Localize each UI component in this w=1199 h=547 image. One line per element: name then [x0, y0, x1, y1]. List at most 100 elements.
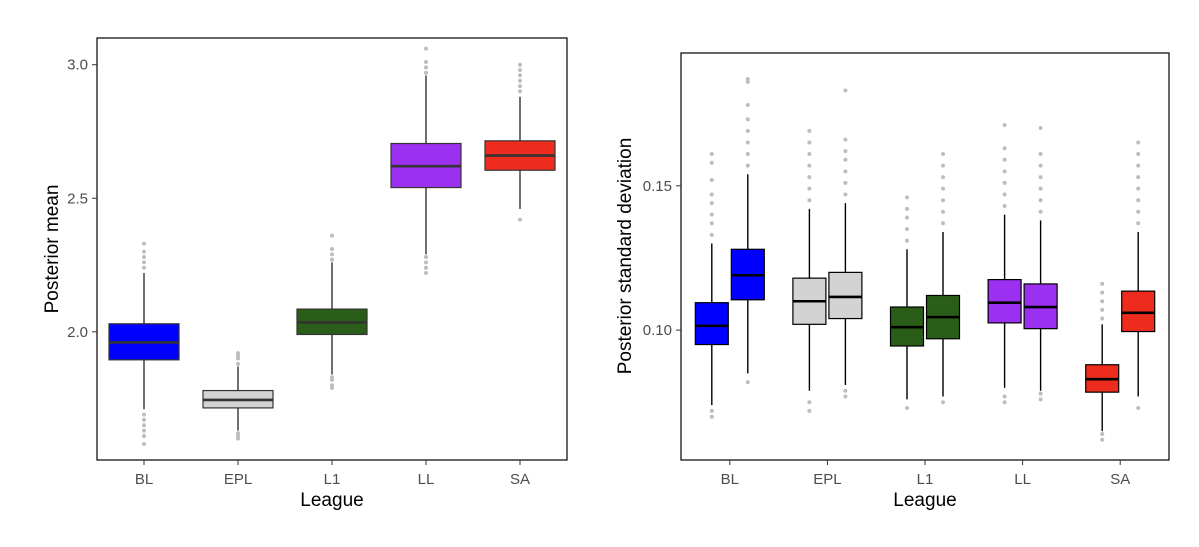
box-marks — [694, 76, 1156, 442]
outlier-point — [424, 271, 428, 276]
outlier-point — [745, 79, 750, 84]
outlier-point — [807, 128, 812, 133]
outlier-point — [1136, 209, 1141, 214]
x-tick-label-l1: L1 — [324, 471, 341, 488]
outlier-point — [142, 441, 146, 446]
outlier-point — [1136, 175, 1141, 180]
box-epl — [828, 88, 863, 399]
box-ll — [390, 46, 462, 276]
outlier-point — [843, 169, 848, 174]
outlier-point — [424, 260, 428, 265]
outlier-point — [424, 46, 428, 51]
outlier-point — [1100, 299, 1105, 304]
outlier-point — [1002, 169, 1007, 174]
outlier-point — [518, 217, 522, 222]
x-tick-label-ll: LL — [418, 471, 435, 488]
outlier-point — [709, 221, 714, 226]
outlier-point — [709, 192, 714, 197]
x-axis-ticks: BL EPL L1 LL SA — [721, 460, 1130, 488]
x-tick-label-ll: LL — [1014, 471, 1031, 488]
outlier-point — [745, 380, 750, 385]
outlier-point — [518, 62, 522, 67]
outlier-point — [1136, 163, 1141, 168]
box-iqr — [694, 302, 729, 346]
outlier-point — [142, 423, 146, 428]
outlier-point — [518, 78, 522, 83]
outlier-point — [142, 249, 146, 254]
box-bl — [694, 152, 729, 419]
x-tick-label-bl: BL — [721, 471, 739, 488]
box-epl — [792, 128, 827, 413]
outlier-point — [1002, 180, 1007, 185]
outlier-point — [1136, 140, 1141, 145]
x-tick-label-sa: SA — [1110, 471, 1130, 488]
y-tick-label: 3.0 — [67, 57, 88, 74]
outlier-point — [1136, 406, 1141, 411]
outlier-point — [807, 408, 812, 413]
outlier-point — [905, 195, 909, 200]
outlier-point — [1038, 163, 1043, 168]
outlier-point — [518, 68, 522, 73]
outlier-point — [745, 102, 750, 107]
outlier-point — [1002, 157, 1007, 162]
outlier-point — [1038, 186, 1043, 191]
y-tick-label: 2.5 — [67, 190, 88, 207]
x-tick-label-epl: EPL — [813, 471, 841, 488]
outlier-point — [1002, 203, 1007, 208]
outlier-point — [330, 375, 334, 380]
box-sa — [484, 62, 556, 222]
outlier-point — [843, 157, 848, 162]
outlier-point — [1002, 123, 1007, 128]
box-bl — [730, 76, 765, 385]
outlier-point — [709, 232, 714, 237]
y-tick-label: 0.15 — [643, 178, 672, 195]
outlier-point — [709, 152, 714, 157]
x-tick-label-bl: BL — [135, 471, 153, 488]
outlier-point — [142, 241, 146, 246]
chart-posterior-mean: 2.0 2.5 3.0 BL EPL L1 LL SA League Posterior m… — [42, 37, 568, 511]
outlier-point — [941, 400, 945, 405]
outlier-point — [941, 175, 945, 180]
outlier-point — [424, 60, 428, 65]
box-marks — [108, 46, 556, 446]
x-tick-label-epl: EPL — [224, 471, 252, 488]
outlier-point — [941, 209, 945, 214]
box-ll — [1023, 126, 1058, 402]
outlier-point — [709, 201, 714, 206]
outlier-point — [1100, 437, 1105, 442]
box-l1 — [296, 233, 368, 390]
outlier-point — [236, 351, 240, 356]
outlier-point — [1136, 221, 1141, 226]
outlier-point — [807, 175, 812, 180]
outlier-point — [1002, 146, 1007, 151]
outlier-point — [424, 255, 428, 260]
outlier-point — [1002, 394, 1007, 399]
outlier-point — [745, 140, 750, 145]
outlier-point — [941, 152, 945, 157]
outlier-point — [142, 417, 146, 422]
outlier-point — [1136, 186, 1141, 191]
outlier-point — [142, 255, 146, 260]
outlier-point — [1038, 152, 1043, 157]
outlier-point — [941, 221, 945, 226]
outlier-point — [330, 383, 334, 388]
outlier-point — [1136, 152, 1141, 157]
box-sa — [1121, 140, 1156, 411]
outlier-point — [807, 140, 812, 145]
chart-posterior-sd: 0.10 0.15 BL EPL L1 LL SA League Posterior st… — [615, 52, 1170, 511]
outlier-point — [843, 192, 848, 197]
outlier-point — [1100, 307, 1105, 312]
outlier-point — [330, 252, 334, 257]
outlier-point — [518, 73, 522, 78]
outlier-point — [709, 212, 714, 217]
outlier-point — [709, 160, 714, 165]
outlier-point — [905, 406, 909, 411]
outlier-point — [745, 163, 750, 168]
outlier-point — [142, 260, 146, 265]
outlier-point — [709, 408, 714, 413]
outlier-point — [843, 88, 848, 93]
outlier-point — [1038, 209, 1043, 214]
y-tick-label: 0.10 — [643, 322, 672, 339]
box-iqr — [987, 278, 1022, 324]
